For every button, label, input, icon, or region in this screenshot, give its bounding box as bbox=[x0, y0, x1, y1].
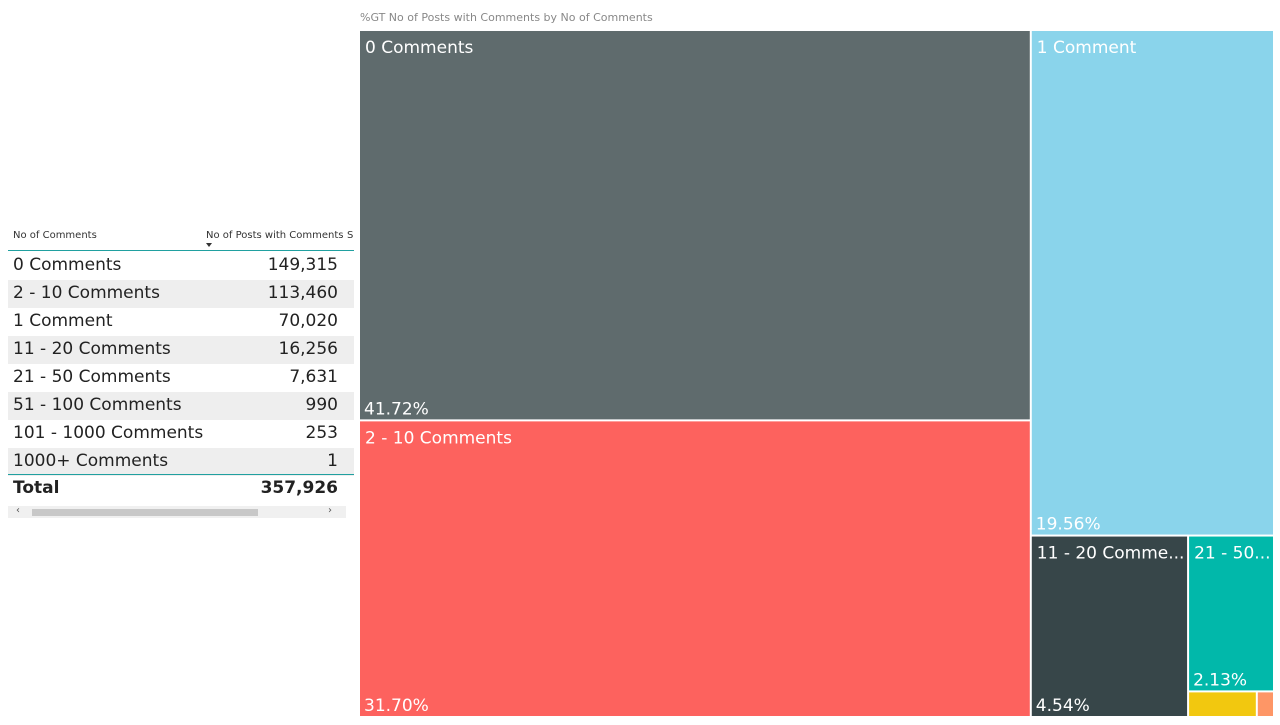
value-cell: 990 bbox=[305, 395, 338, 415]
total-row: Total 357,926 bbox=[8, 474, 354, 503]
header-cell: S bbox=[347, 230, 354, 241]
sort-arrow bbox=[206, 243, 212, 247]
tile[interactable] bbox=[360, 421, 1030, 716]
tile-value: 31.70% bbox=[364, 696, 429, 716]
value-cell: 7,631 bbox=[289, 367, 338, 387]
divider bbox=[8, 250, 354, 251]
table: No of Comments No of Posts with Comments… bbox=[8, 226, 354, 526]
label-cell: 101 - 1000 Comments bbox=[13, 423, 204, 443]
total-label: Total bbox=[13, 478, 60, 498]
tile[interactable] bbox=[360, 31, 1030, 420]
value-cell: 113,460 bbox=[267, 283, 338, 303]
table-row[interactable]: 2 - 10 Comments 113,460 bbox=[8, 280, 354, 308]
chart-title: %GT No of Posts with Comments by No of C… bbox=[360, 11, 653, 24]
label-cell: 11 - 20 Comments bbox=[13, 339, 171, 359]
value-cell: 16,256 bbox=[278, 339, 338, 359]
tile-label: 2 - 10 Comments bbox=[365, 428, 512, 448]
header-cell[interactable]: No of Posts with Comments bbox=[206, 230, 344, 241]
total-value: 357,926 bbox=[260, 478, 338, 498]
header-cell: No of Comments bbox=[13, 230, 97, 241]
table-row[interactable]: 11 - 20 Comments 16,256 bbox=[8, 336, 354, 364]
tile[interactable] bbox=[1031, 536, 1188, 716]
scroll-thumb[interactable] bbox=[32, 509, 258, 516]
tile-value: 19.56% bbox=[1036, 515, 1101, 535]
scroll-right[interactable]: › bbox=[328, 505, 332, 516]
tile-label: 1 Comment bbox=[1037, 38, 1137, 58]
tile[interactable] bbox=[1257, 692, 1273, 716]
table-row[interactable]: 0 Comments 149,315 bbox=[8, 252, 354, 280]
tile-label: 0 Comments bbox=[365, 38, 474, 58]
label-cell: 0 Comments bbox=[13, 255, 122, 275]
label-cell: 1000+ Comments bbox=[13, 451, 169, 471]
table-row[interactable]: 1000+ Comments 1 bbox=[8, 448, 354, 476]
value-cell: 253 bbox=[305, 423, 338, 443]
value-cell: 149,315 bbox=[267, 255, 338, 275]
tile[interactable] bbox=[1189, 692, 1256, 716]
value-cell: 1 bbox=[327, 451, 338, 471]
value-cell: 70,020 bbox=[278, 311, 338, 331]
label-cell: 2 - 10 Comments bbox=[13, 283, 160, 303]
table-row[interactable]: 1 Comment 70,020 bbox=[8, 308, 354, 336]
tile-value: 41.72% bbox=[364, 399, 429, 419]
tile[interactable] bbox=[1031, 31, 1273, 535]
label-cell: 51 - 100 Comments bbox=[13, 395, 182, 415]
scroll-left[interactable]: ‹ bbox=[16, 505, 20, 516]
tile-label: 11 - 20 Comme... bbox=[1037, 544, 1185, 564]
label-cell: 21 - 50 Comments bbox=[13, 367, 171, 387]
tile[interactable] bbox=[1189, 536, 1273, 691]
table-row[interactable]: 21 - 50 Comments 7,631 bbox=[8, 364, 354, 392]
label-cell: 1 Comment bbox=[13, 311, 113, 331]
tile-value: 2.13% bbox=[1193, 670, 1247, 690]
tile-value: 4.54% bbox=[1036, 696, 1090, 716]
table-row[interactable]: 101 - 1000 Comments 253 bbox=[8, 420, 354, 448]
tile-label: 21 - 50... bbox=[1194, 544, 1270, 564]
table-row[interactable]: 51 - 100 Comments 990 bbox=[8, 392, 354, 420]
scrollbar[interactable]: ‹ › bbox=[8, 505, 346, 518]
